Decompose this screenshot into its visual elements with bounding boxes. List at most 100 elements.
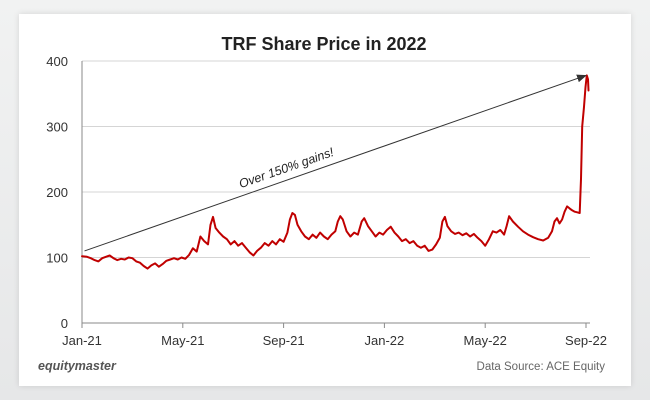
data-point — [492, 230, 494, 232]
data-point — [462, 234, 464, 236]
data-point — [184, 258, 186, 260]
y-tick-label: 200 — [46, 185, 68, 200]
annotation: Over 150% gains! — [84, 74, 587, 252]
data-point — [308, 238, 310, 240]
data-point — [585, 86, 587, 88]
data-point — [357, 234, 359, 236]
data-point — [469, 236, 471, 238]
data-source: Data Source: ACE Equity — [477, 361, 606, 373]
data-point — [256, 250, 258, 252]
data-point — [271, 240, 273, 242]
data-point — [139, 262, 141, 264]
data-point — [579, 212, 581, 214]
series-line-share-price — [81, 74, 590, 270]
data-point — [353, 232, 355, 234]
data-point — [128, 257, 130, 259]
data-point — [135, 260, 137, 262]
x-tick-label: Jan-22 — [365, 333, 405, 348]
data-point — [86, 256, 88, 258]
data-point — [210, 224, 212, 226]
data-point — [346, 230, 348, 232]
y-tick-label: 400 — [46, 54, 68, 69]
data-point — [450, 230, 452, 232]
data-point — [566, 205, 568, 207]
data-point — [542, 240, 544, 242]
gridlines — [82, 60, 590, 258]
data-point — [532, 236, 534, 238]
y-tick-label: 0 — [61, 316, 68, 331]
data-point — [131, 257, 133, 259]
x-tick-label: Jan-21 — [62, 333, 102, 348]
data-point — [465, 232, 467, 234]
data-point — [473, 233, 475, 235]
data-point — [289, 219, 291, 221]
x-tick-label: May-22 — [464, 333, 507, 348]
data-point — [203, 240, 205, 242]
data-point — [260, 247, 262, 249]
data-point — [150, 264, 152, 266]
data-point — [561, 219, 563, 221]
chart-title: TRF Share Price in 2022 — [221, 34, 426, 54]
data-point — [158, 266, 160, 268]
chart-card — [19, 14, 631, 386]
data-point — [105, 256, 107, 258]
data-point — [323, 236, 325, 238]
data-point — [556, 217, 558, 219]
data-point — [424, 245, 426, 247]
data-point — [294, 214, 296, 216]
data-point — [177, 259, 179, 261]
data-point — [275, 243, 277, 245]
data-point — [477, 237, 479, 239]
data-point — [304, 236, 306, 238]
data-point — [268, 245, 270, 247]
x-tick-label: Sep-21 — [263, 333, 305, 348]
data-point — [484, 245, 486, 247]
data-point — [508, 215, 510, 217]
data-point — [264, 242, 266, 244]
data-point — [286, 232, 288, 234]
data-point — [113, 257, 115, 259]
data-point — [241, 242, 243, 244]
data-point — [207, 243, 209, 245]
data-point — [431, 249, 433, 251]
data-point — [212, 216, 214, 218]
data-point — [94, 259, 96, 261]
data-point — [154, 262, 156, 264]
data-point — [537, 238, 539, 240]
data-point — [222, 236, 224, 238]
data-point — [237, 245, 239, 247]
data-point — [339, 215, 341, 217]
data-point — [547, 237, 549, 239]
data-point — [327, 238, 329, 240]
data-point — [143, 265, 145, 267]
data-point — [165, 260, 167, 262]
data-point — [283, 241, 285, 243]
data-point — [409, 242, 411, 244]
y-tick-label: 100 — [46, 251, 68, 266]
data-point — [428, 250, 430, 252]
data-point — [420, 247, 422, 249]
data-point — [215, 227, 217, 229]
data-point — [551, 230, 553, 232]
data-point — [522, 230, 524, 232]
data-point — [192, 247, 194, 249]
x-tick-label: May-21 — [161, 333, 204, 348]
annotation-arrow — [84, 74, 587, 252]
data-point — [101, 257, 103, 259]
data-point — [361, 221, 363, 223]
data-point — [291, 212, 293, 214]
data-point — [363, 217, 365, 219]
data-point — [97, 260, 99, 262]
data-point — [169, 259, 171, 261]
data-point — [571, 209, 573, 211]
data-point — [252, 255, 254, 257]
data-point — [120, 258, 122, 260]
data-point — [319, 232, 321, 234]
data-point — [349, 236, 351, 238]
data-point — [454, 233, 456, 235]
data-point — [234, 240, 236, 242]
data-point — [300, 230, 302, 232]
data-point — [416, 245, 418, 247]
series-layer — [81, 74, 590, 270]
